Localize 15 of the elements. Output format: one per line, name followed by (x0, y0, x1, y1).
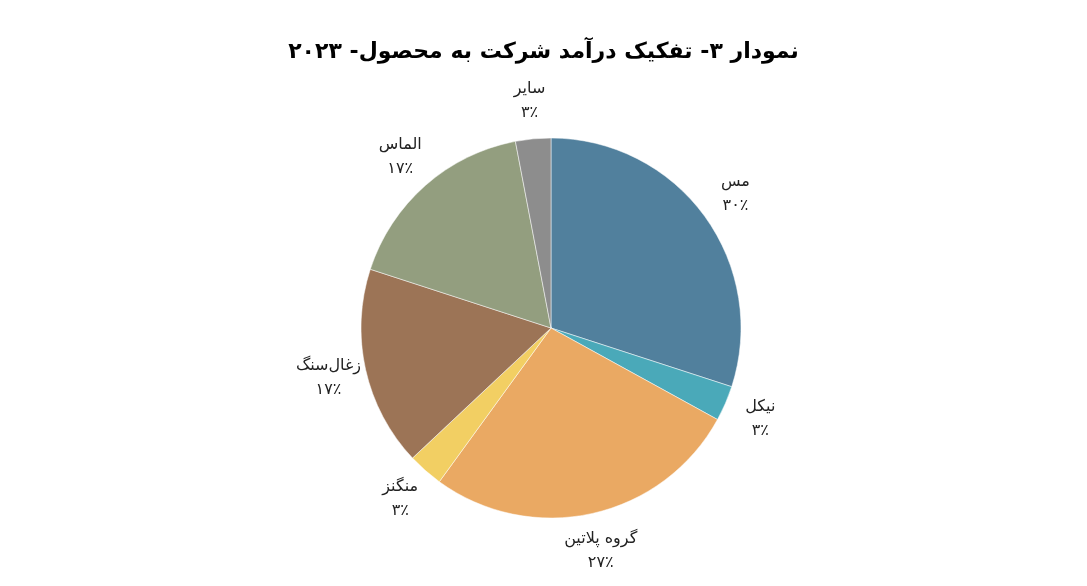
slice-label: سایر (512, 78, 546, 99)
data-label: ۱۷٪ (315, 378, 342, 398)
chart-title: نمودار ۳- تفکیک درآمد شرکت به محصول- ۲۰۲۳ (288, 36, 799, 64)
data-label: ۳٪ (391, 500, 409, 520)
slice-label: گروه پلاتین (564, 527, 638, 548)
slice-label: نیکل (745, 395, 776, 415)
slice-label: الماس (378, 133, 422, 153)
data-label: ۳۰٪ (722, 194, 749, 214)
data-label: ۳٪ (751, 419, 769, 439)
slice-label: مس (720, 170, 750, 191)
slice-label: منگنز (381, 476, 419, 497)
data-label: ۲۷٪ (587, 551, 614, 571)
data-label: ۱۷٪ (387, 157, 414, 177)
slice-label: زغال‌سنگ (295, 354, 362, 375)
data-label: ۳٪ (520, 102, 539, 122)
